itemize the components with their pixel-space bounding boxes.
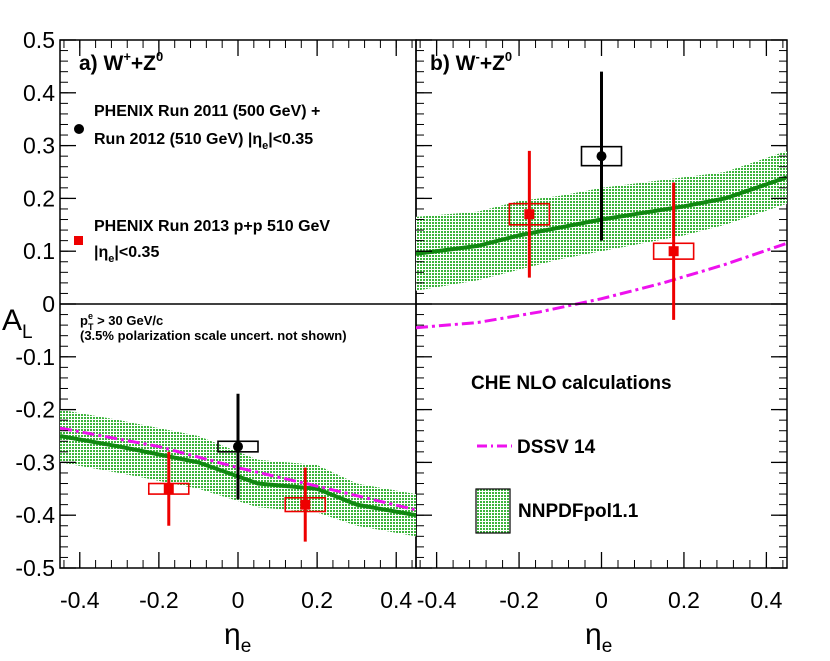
legend-run2011-line2: Run 2012 (510 GeV) |ηe|<0.35 (94, 131, 313, 152)
nnpdf-center-line (60, 434, 416, 518)
legend-run2013-line1: PHENIX Run 2013 p+p 510 GeV (94, 218, 330, 235)
run2011-point (596, 151, 607, 162)
legend-run2013-line2: |ηe|<0.35 (94, 244, 159, 265)
x-tick-label: -0.2 (139, 587, 179, 613)
y-tick-label: 0.5 (23, 27, 55, 53)
x-tick-label: -0.4 (60, 587, 100, 613)
x-tick-label: 0.2 (301, 587, 333, 613)
legend-nnpdf-label: NNPDFpol1.1 (518, 501, 639, 522)
polarization-note: (3.5% polarization scale uncert. not sho… (80, 328, 347, 343)
axis-ticks: 0.50.40.30.20.10-0.1-0.2-0.3-0.4-0.5-0.4… (15, 27, 787, 613)
model-legend-title: CHE NLO calculations (471, 373, 672, 394)
run2013-point (524, 209, 535, 220)
y-tick-label: -0.5 (15, 555, 55, 581)
y-tick-label: 0.4 (23, 80, 55, 106)
legend-marker-run2013 (74, 236, 83, 245)
y-tick-label: -0.1 (15, 344, 55, 370)
y-tick-label: 0 (42, 291, 55, 317)
legend-run2011-line1: PHENIX Run 2011 (500 GeV) + (94, 103, 320, 120)
x-axis-title-left: ηe (224, 618, 251, 657)
y-tick-label: 0.1 (23, 238, 55, 264)
nnpdf-center-line (416, 175, 787, 256)
legend-dssv-label: DSSV 14 (517, 437, 596, 458)
panel-a-title: a) W++Z0 (79, 49, 163, 75)
y-tick-label: 0.2 (23, 185, 55, 211)
x-tick-label: 0.4 (750, 587, 782, 613)
x-tick-label: 0 (595, 587, 608, 613)
panel-b-points (508, 71, 695, 320)
y-tick-label: 0.3 (23, 133, 55, 159)
y-tick-label: -0.4 (15, 502, 55, 528)
legend-marker-run2011 (74, 124, 84, 134)
x-tick-label: 0 (232, 587, 245, 613)
y-tick-label: -0.2 (15, 397, 55, 423)
panel-a-points (147, 393, 327, 542)
dssv-curve (416, 241, 787, 330)
run2013-point (163, 483, 174, 494)
run2013-point (300, 499, 311, 510)
x-axis-title-right: ηe (585, 618, 612, 657)
x-tick-label: 0.2 (668, 587, 700, 613)
y-axis-title: AL (2, 304, 33, 343)
pt-cut-note: pe T > 30 GeV/c (80, 311, 163, 332)
run2013-point (668, 246, 679, 257)
y-tick-label: -0.3 (15, 449, 55, 475)
run2011-point (233, 441, 243, 452)
x-tick-label: -0.2 (499, 587, 539, 613)
legend-nnpdf-swatch (475, 488, 511, 534)
x-tick-label: 0.4 (380, 587, 412, 613)
panel-b-title: b) W-+Z0 (430, 49, 512, 75)
x-tick-label: -0.4 (417, 587, 457, 613)
